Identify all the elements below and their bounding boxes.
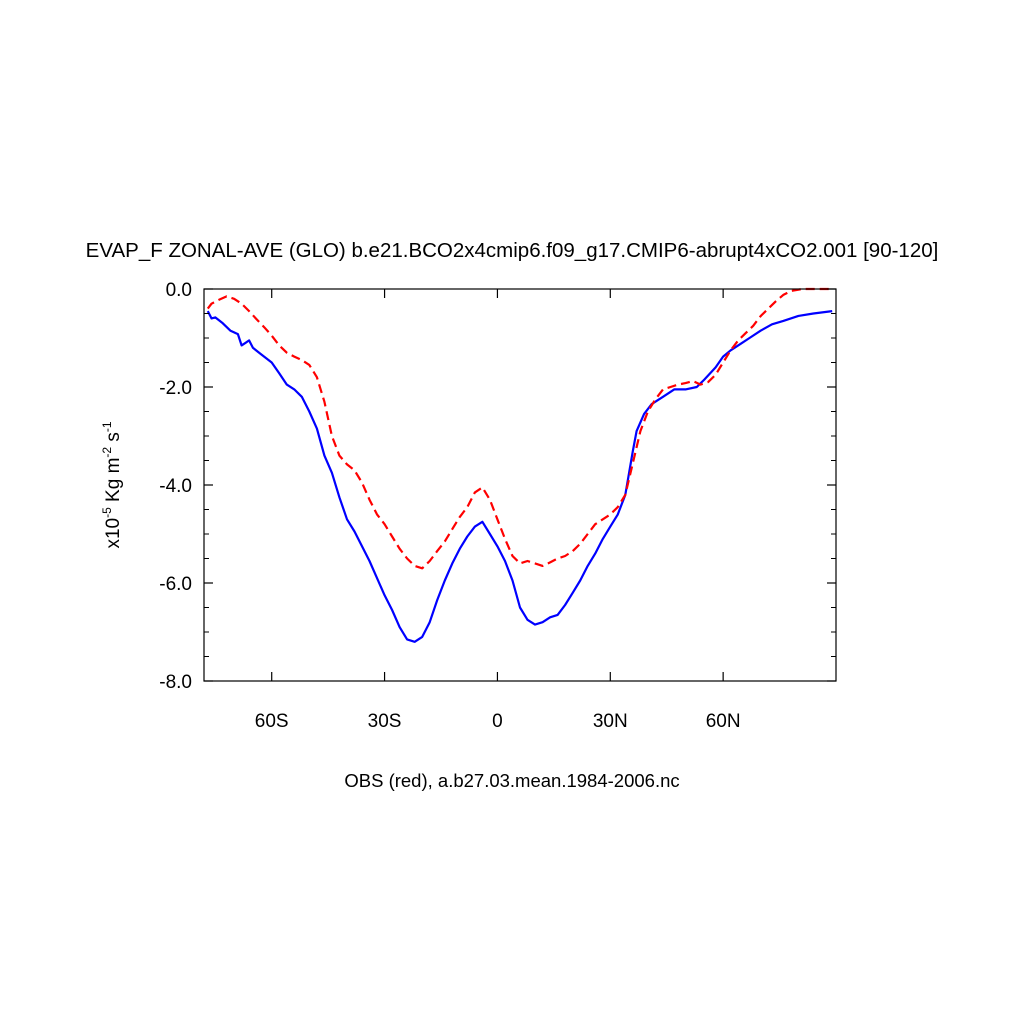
- y-axis-label-s: s: [103, 432, 124, 447]
- series-line-2: [206, 287, 833, 570]
- y-axis-label-exp3: -1: [100, 421, 114, 432]
- x-tick-label: 60N: [706, 711, 741, 732]
- x-tick-label: 30S: [368, 711, 402, 732]
- y-axis-label-exp1: -5: [100, 507, 114, 518]
- y-tick-label: -8.0: [159, 672, 192, 693]
- plot-frame: [203, 288, 837, 682]
- tick-layer: 0.0 -2.0 -4.0 -6.0 -8.0 60S 30S 0 30N 60N: [159, 280, 836, 732]
- y-axis-label-exp2: -2: [100, 447, 114, 458]
- x-tick-label: 30N: [593, 711, 628, 732]
- x-tick-label: 60S: [255, 711, 289, 732]
- series-line-1: [206, 310, 833, 643]
- y-axis-label-mid: Kg m: [103, 458, 124, 508]
- chart-title: EVAP_F ZONAL-AVE (GLO) b.e21.BCO2x4cmip6…: [86, 239, 939, 262]
- series-layer: [206, 287, 833, 643]
- y-tick-label: 0.0: [166, 280, 192, 301]
- y-tick-label: -6.0: [159, 574, 192, 595]
- y-axis-label: x10-5 Kg m-2 s-1: [100, 421, 124, 548]
- x-tick-label: 0: [492, 711, 503, 732]
- x-axis-label: OBS (red), a.b27.03.mean.1984-2006.nc: [344, 770, 679, 791]
- y-axis-label-prefix: x10: [103, 518, 124, 549]
- y-tick-label: -4.0: [159, 476, 192, 497]
- y-tick-label: -2.0: [159, 378, 192, 399]
